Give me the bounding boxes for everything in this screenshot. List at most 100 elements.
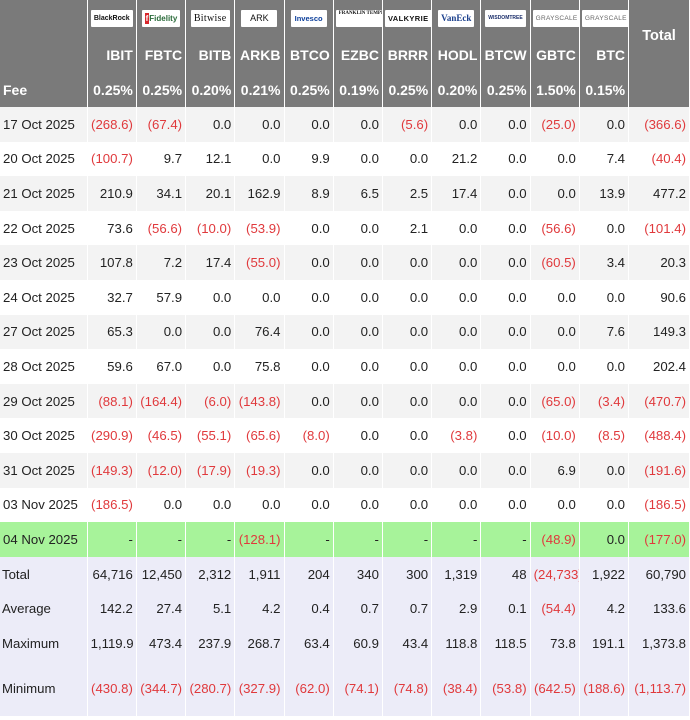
row-date: 24 Oct 2025 [0, 279, 88, 315]
flow-cell-ibit: 107.8 [87, 245, 137, 280]
flow-cell-brrr: 0.0 [382, 487, 433, 523]
flow-cell-btcw: 0.0 [480, 245, 531, 280]
flow-cell-ibit: 65.3 [87, 314, 137, 350]
summary-cell-btcw: 48 [480, 556, 531, 592]
flow-cell-btco: (8.0) [284, 418, 334, 453]
summary-row-maximum: Maximum 1,119.9 473.4 237.9 268.7 63.4 60.9 43.… [0, 625, 690, 661]
flow-cell-btc: 0.0 [579, 210, 630, 246]
flow-row: 27 Oct 2025 65.3 0.0 0.0 76.4 0.0 0.0 0.0 0.0 0.0… [0, 314, 690, 350]
column-header-btcw: BTCW [480, 37, 531, 72]
flow-cell-brrr: 2.5 [382, 176, 433, 211]
flow-cell-btco: - [284, 522, 334, 557]
column-header-fbtc: FBTC [136, 37, 187, 72]
row-total: 20.3 [628, 245, 690, 280]
column-header-bitb: BITB [185, 37, 236, 72]
flow-cell-btco: 0.0 [284, 487, 334, 523]
fee-cell-brrr: 0.25% [382, 72, 433, 107]
flow-cell-gbtc: 0.0 [530, 314, 580, 350]
flow-cell-ezbc: 0.0 [333, 487, 383, 523]
flow-cell-hodl: 0.0 [431, 314, 482, 350]
flow-cell-gbtc: 0.0 [530, 141, 580, 177]
flow-cell-ezbc: 0.0 [333, 314, 383, 350]
flow-cell-bitb: (10.0) [185, 210, 236, 246]
flow-cell-ezbc: 0.0 [333, 383, 383, 419]
flow-cell-bitb: 0.0 [185, 107, 236, 142]
flow-cell-btco: 0.0 [284, 279, 334, 315]
flow-cell-ibit: 73.6 [87, 210, 137, 246]
flow-cell-btc: (3.4) [579, 383, 630, 419]
summary-label: Total [0, 556, 88, 592]
row-date: 27 Oct 2025 [0, 314, 88, 350]
summary-cell-hodl: (38.4) [431, 660, 482, 716]
flow-cell-btc: 0.0 [579, 487, 630, 523]
flow-cell-fbtc: 9.7 [136, 141, 187, 177]
flow-cell-bitb: 0.0 [185, 487, 236, 523]
row-total: (191.6) [628, 452, 690, 488]
flow-cell-hodl: 0.0 [431, 279, 482, 315]
summary-cell-btcw: 118.5 [480, 625, 531, 661]
row-date: 04 Nov 2025 [0, 522, 88, 557]
fidelity-logo: fFidelity [136, 0, 187, 37]
row-total: 149.3 [628, 314, 690, 350]
fee-cell-ibit: 0.25% [87, 72, 137, 107]
flow-cell-ezbc: 0.0 [333, 279, 383, 315]
summary-label: Maximum [0, 625, 88, 661]
flow-row: 30 Oct 2025 (290.9) (46.5) (55.1) (65.6) (8.0… [0, 418, 690, 453]
flow-cell-btcw: 0.0 [480, 107, 531, 142]
summary-cell-brrr: 300 [382, 556, 433, 592]
flow-cell-ezbc: 0.0 [333, 349, 383, 384]
summary-cell-ezbc: (74.1) [333, 660, 383, 716]
flow-cell-bitb: (55.1) [185, 418, 236, 453]
row-total: 90.6 [628, 279, 690, 315]
flow-cell-fbtc: 67.0 [136, 349, 187, 384]
column-header-ibit: IBIT [87, 37, 137, 72]
row-total: 477.2 [628, 176, 690, 211]
flow-cell-btco: 0.0 [284, 452, 334, 488]
fee-cell-btcw: 0.25% [480, 72, 531, 107]
flow-cell-ibit: (100.7) [87, 141, 137, 177]
flow-cell-arkb: 0.0 [234, 279, 285, 315]
fee-cell-btco: 0.25% [284, 72, 334, 107]
flow-cell-arkb: 76.4 [234, 314, 285, 350]
flow-cell-hodl: 0.0 [431, 383, 482, 419]
valkyrie-logo: VALKYRIE [382, 0, 433, 37]
row-date: 03 Nov 2025 [0, 487, 88, 523]
summary-cell-ibit: 142.2 [87, 591, 137, 626]
flow-cell-brrr: - [382, 522, 433, 557]
summary-row-average: Average 142.2 27.4 5.1 4.2 0.4 0.7 0.7 2.9 0.1 (54… [0, 591, 690, 626]
row-total: (40.4) [628, 141, 690, 177]
flow-cell-fbtc: (56.6) [136, 210, 187, 246]
flow-cell-btc: 0.0 [579, 452, 630, 488]
summary-cell-btco: 63.4 [284, 625, 334, 661]
summary-row-minimum: Minimum (430.8) (344.7) (280.7) (327.9) (62.0… [0, 660, 690, 716]
row-date: 31 Oct 2025 [0, 452, 88, 488]
flow-cell-btco: 0.0 [284, 210, 334, 246]
summary-cell-btc: 4.2 [579, 591, 630, 626]
flow-cell-btco: 0.0 [284, 349, 334, 384]
summary-cell-gbtc: (24,733) [530, 556, 580, 592]
flow-cell-btcw: 0.0 [480, 210, 531, 246]
flow-cell-btcw: 0.0 [480, 452, 531, 488]
summary-cell-arkb: 268.7 [234, 625, 285, 661]
flow-cell-ezbc: 0.0 [333, 107, 383, 142]
fee-cell-btc: 0.15% [579, 72, 630, 107]
flow-cell-ibit: (290.9) [87, 418, 137, 453]
column-header-ezbc: EZBC [333, 37, 383, 72]
flow-cell-brrr: 0.0 [382, 279, 433, 315]
flow-cell-arkb: (128.1) [234, 522, 285, 557]
flow-cell-ezbc: 0.0 [333, 245, 383, 280]
row-date: 21 Oct 2025 [0, 176, 88, 211]
flow-row: 20 Oct 2025 (100.7) 9.7 12.1 0.0 9.9 0.0 0.0 21.… [0, 141, 690, 177]
summary-cell-fbtc: 12,450 [136, 556, 187, 592]
summary-cell-arkb: 1,911 [234, 556, 285, 592]
row-total: 202.4 [628, 349, 690, 384]
row-total: (186.5) [628, 487, 690, 523]
row-date: 30 Oct 2025 [0, 418, 88, 453]
flow-cell-btco: 0.0 [284, 245, 334, 280]
summary-cell-btcw: (53.8) [480, 660, 531, 716]
flow-cell-btc: 0.0 [579, 522, 630, 557]
flow-cell-btcw: 0.0 [480, 141, 531, 177]
flow-cell-arkb: (55.0) [234, 245, 285, 280]
summary-cell-brrr: 0.7 [382, 591, 433, 626]
